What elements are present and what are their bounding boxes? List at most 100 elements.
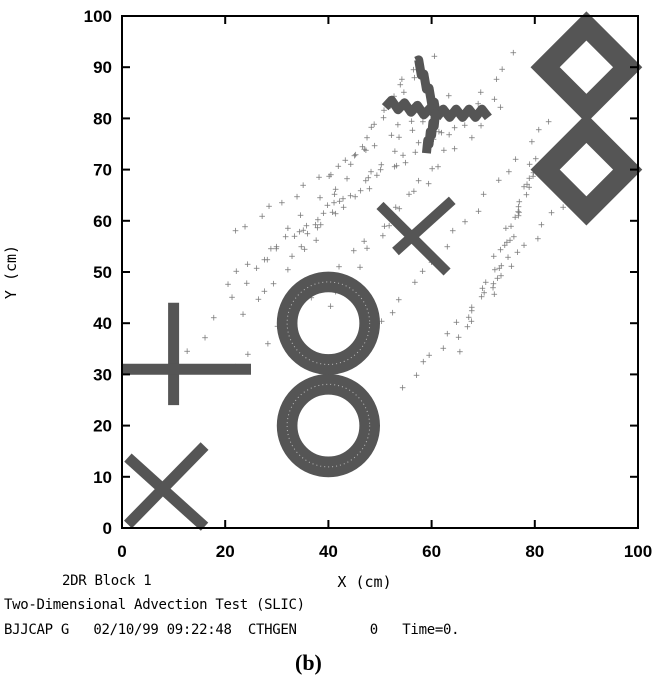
trail-marker: + — [405, 190, 413, 200]
trail-marker: + — [419, 117, 427, 127]
ring-hatch — [286, 383, 371, 468]
y-tick-label: 70 — [93, 161, 112, 180]
trail-marker: + — [399, 151, 407, 161]
trail-marker: + — [545, 117, 553, 127]
trail-marker: + — [410, 65, 418, 75]
trail-marker: + — [525, 174, 533, 184]
shape-lower-ring — [276, 374, 380, 478]
trail-marker: + — [232, 227, 240, 237]
trail-marker: + — [331, 190, 339, 200]
trail-marker: + — [371, 141, 379, 151]
shape-upper-right-ring-top — [530, 11, 643, 124]
trail-marker: + — [443, 330, 451, 340]
trail-marker: + — [314, 215, 322, 225]
trail-marker: + — [497, 261, 505, 271]
trail-marker: + — [378, 317, 386, 327]
trail-marker: + — [491, 265, 499, 275]
trail-marker: + — [284, 265, 292, 275]
x-tick-label: 80 — [525, 542, 544, 561]
trail-marker: + — [330, 199, 338, 209]
trail-marker: + — [514, 207, 522, 217]
trail-marker: + — [474, 100, 482, 110]
trail-marker: + — [520, 241, 528, 251]
trail-marker: + — [347, 192, 355, 202]
trail-marker: + — [363, 244, 371, 254]
trail-marker: + — [520, 183, 528, 193]
x-cross-arm — [124, 442, 209, 529]
trail-marker: + — [183, 347, 191, 357]
trail-marker: + — [308, 293, 316, 303]
diamond-mark — [530, 113, 643, 226]
run-info: BJJCAP G 02/10/99 09:22:48 CTHGEN 0 Time… — [4, 622, 460, 638]
trail-marker: + — [491, 95, 499, 105]
x-tick-label: 40 — [319, 542, 338, 561]
trail-marker: + — [316, 194, 324, 204]
trail-marker: + — [399, 384, 407, 394]
trail-marker: + — [480, 289, 488, 299]
trail: +++++++++++++++++++ — [399, 203, 567, 394]
trail-marker: + — [548, 209, 556, 219]
trail-marker: + — [525, 183, 533, 193]
trail-marker: + — [370, 120, 378, 130]
trail-marker: + — [327, 170, 335, 180]
trail-marker: + — [367, 123, 375, 133]
trail-marker: + — [495, 176, 503, 186]
jagged-arm — [381, 95, 441, 120]
trail-marker: + — [440, 146, 448, 156]
trail-marker: + — [303, 222, 311, 232]
trail-marker: + — [512, 155, 520, 165]
trail-marker: + — [356, 263, 364, 273]
trail-marker: + — [312, 236, 320, 246]
trail-marker: + — [388, 131, 396, 141]
trail-marker: + — [400, 88, 408, 98]
trail-marker: + — [412, 148, 420, 158]
trail: +++++++++++++++++++ — [298, 65, 418, 252]
trail-marker: + — [352, 150, 360, 160]
trail-marker: + — [468, 303, 476, 313]
trail: +++++++++++++++++++ — [239, 117, 426, 320]
trail-marker: + — [497, 246, 505, 256]
trail-marker: + — [409, 126, 417, 136]
trail-marker: + — [273, 242, 281, 252]
trail-marker: + — [445, 91, 453, 101]
segment-mark — [392, 196, 456, 256]
shape-lower-left-x — [124, 442, 209, 531]
trail-marker: + — [362, 146, 370, 156]
trail-marker: + — [489, 284, 497, 294]
trail-marker: + — [444, 243, 452, 253]
trail-marker: + — [490, 279, 498, 289]
trail-marker: + — [425, 351, 433, 361]
x-tick-label: 60 — [422, 542, 441, 561]
trail-marker: + — [402, 158, 410, 168]
trail-marker: + — [497, 272, 505, 282]
trail-marker: + — [299, 181, 307, 191]
trail-marker: + — [468, 317, 476, 327]
trail-marker: + — [451, 123, 459, 133]
trail-marker: + — [439, 344, 447, 354]
trail-marker: + — [288, 252, 296, 262]
trail-marker: + — [389, 309, 397, 319]
trail-marker: + — [515, 203, 523, 213]
y-tick-label: 10 — [93, 468, 112, 487]
trail-marker: + — [506, 236, 514, 246]
y-tick-label: 0 — [103, 519, 112, 538]
trail-marker: + — [428, 165, 436, 175]
trail-marker: + — [362, 176, 370, 186]
trail-marker: + — [324, 201, 332, 211]
trail-marker: + — [493, 75, 501, 85]
trail-marker: + — [265, 202, 273, 212]
trail-marker: + — [456, 348, 464, 358]
y-tick-label: 60 — [93, 212, 112, 231]
y-tick-label: 50 — [93, 263, 112, 282]
trail-marker: + — [501, 241, 509, 251]
trail-marker: + — [498, 65, 506, 75]
trail-marker: + — [332, 209, 340, 219]
trail-marker: + — [532, 154, 540, 164]
trail-marker: + — [340, 203, 348, 213]
trail-marker: + — [270, 280, 278, 290]
trail-marker: + — [482, 278, 490, 288]
x-tick-label: 0 — [117, 542, 126, 561]
trail-marker: + — [511, 213, 519, 223]
trail-marker: + — [301, 245, 309, 255]
trail-marker: + — [332, 185, 340, 195]
